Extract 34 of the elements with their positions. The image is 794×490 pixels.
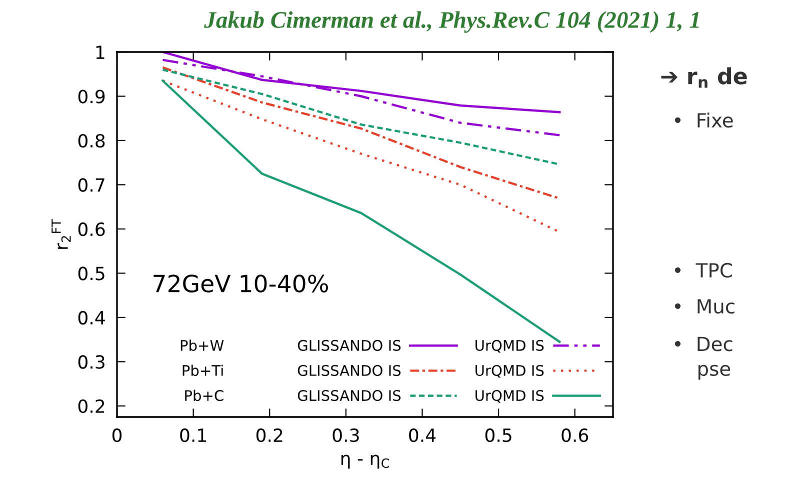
annotation: 72GeV 10-40%: [154, 274, 328, 292]
text: • Fixe: [674, 112, 733, 128]
annotation: Pb+Ti: [182, 364, 223, 376]
text: ➔ r$_{n}$ de: [661, 67, 747, 88]
x-tick-label: 0.2: [256, 428, 282, 442]
x-tick-label: 0: [112, 428, 122, 442]
y-axis-title: r$_{2}$$^{FT}$: [52, 219, 71, 249]
legend-label: GLISSANDO IS: [298, 340, 401, 351]
chart-title: Jakub Cimerman et al., Phys.Rev.C 104 (2021) 1, 1: [204, 11, 699, 33]
x-tick-label: 0.6: [562, 428, 588, 442]
y-tick-label: 0.2: [78, 399, 104, 414]
annotation: Pb+W: [180, 340, 224, 351]
text: • Dec pse: [674, 336, 732, 380]
annotation: Pb+C: [185, 390, 224, 402]
legend-label: UrQMD IS: [476, 340, 544, 353]
y-tick-label: 0.3: [78, 355, 104, 369]
x-axis-title: η - η$_{C}$: [341, 454, 390, 469]
x-tick-label: 0.3: [332, 428, 359, 442]
legend-label: UrQMD IS: [476, 364, 544, 378]
y-tick-label: 0.5: [78, 266, 104, 280]
y-tick-label: 0.8: [78, 134, 105, 148]
y-tick-label: 0.7: [78, 178, 104, 192]
x-tick-label: 0.1: [180, 428, 206, 442]
legend-label: GLISSANDO IS: [298, 390, 401, 402]
text: • TPC: [674, 262, 732, 278]
legend-label: UrQMD IS: [476, 390, 544, 403]
y-tick-label: 1: [96, 46, 104, 59]
y-tick-label: 0.4: [78, 310, 105, 325]
y-tick-label: 0.6: [78, 222, 105, 236]
text: • Muc: [674, 299, 734, 314]
legend-label: GLISSANDO IS: [298, 364, 401, 376]
x-tick-label: 0.4: [409, 428, 436, 442]
y-tick-label: 0.9: [78, 90, 105, 104]
x-tick-label: 0.5: [485, 428, 512, 442]
